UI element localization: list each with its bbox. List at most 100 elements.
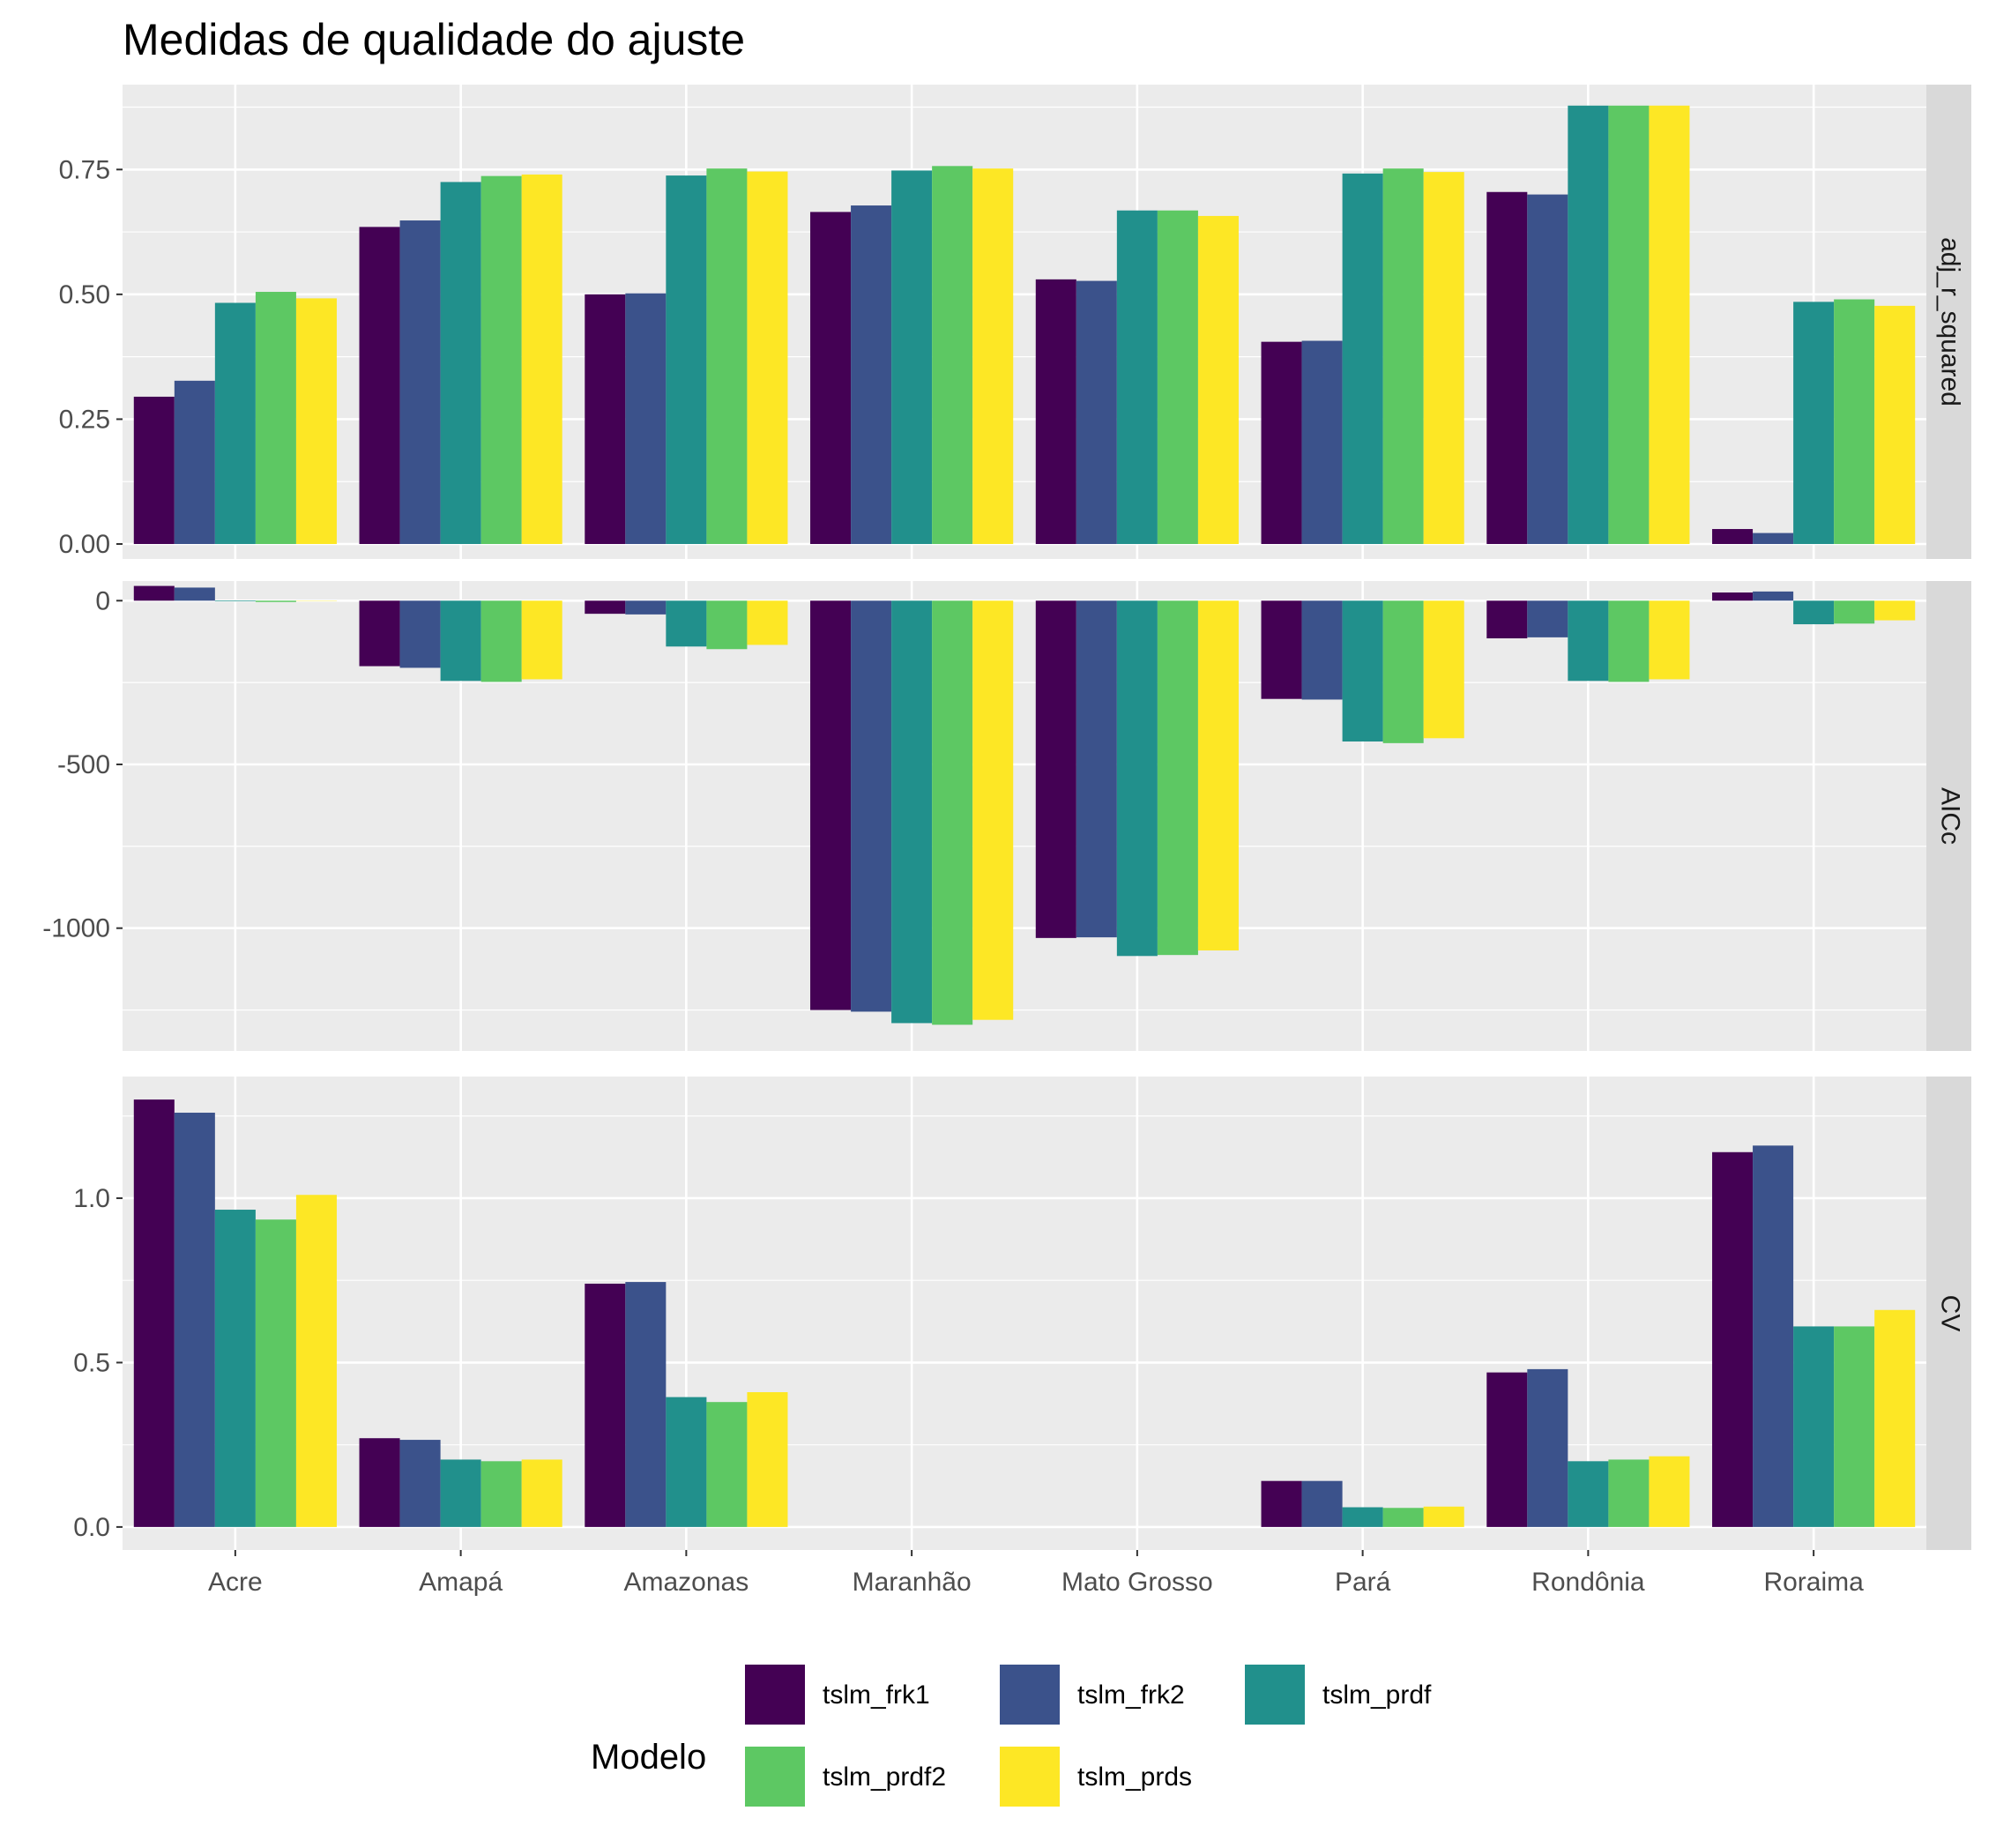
- bar-tslm-prds: [1423, 172, 1464, 545]
- bar-tslm-frk2: [174, 1113, 215, 1527]
- legend-item-tslm-frk1: tslm_frk1: [745, 1665, 930, 1725]
- bar-tslm-prdf: [891, 170, 933, 545]
- legend-item-tslm-prds: tslm_prds: [1000, 1747, 1192, 1807]
- facet-strip-label: adj_r_squared: [1936, 237, 1965, 406]
- bar-tslm-prds: [1649, 600, 1690, 680]
- bar-tslm-frk1: [1712, 529, 1754, 545]
- bar-tslm-frk1: [1486, 600, 1528, 638]
- bar-tslm-frk2: [174, 380, 215, 545]
- x-tick-label: Acre: [208, 1568, 263, 1597]
- bar-tslm-frk1: [585, 600, 626, 615]
- bar-tslm-prdf: [1342, 173, 1383, 545]
- bar-tslm-prdf: [214, 1210, 256, 1527]
- bar-tslm-prdf2: [1382, 168, 1424, 545]
- bar-tslm-prdf: [1793, 600, 1835, 625]
- bar-tslm-frk2: [1301, 340, 1343, 545]
- bar-tslm-frk2: [625, 293, 667, 545]
- bar-tslm-frk1: [1486, 1372, 1528, 1527]
- bar-tslm-frk2: [399, 220, 441, 545]
- bar-tslm-frk2: [1527, 1368, 1568, 1527]
- bar-tslm-prds: [1197, 215, 1239, 545]
- legend-key: [1000, 1665, 1060, 1725]
- bar-tslm-prdf: [440, 600, 481, 682]
- bar-tslm-prdf2: [1382, 1508, 1424, 1527]
- bar-tslm-prdf: [440, 182, 481, 545]
- x-tick-label: Roraima: [1763, 1568, 1864, 1597]
- legend-label: tslm_prdf2: [823, 1762, 946, 1792]
- bar-tslm-frk2: [1076, 280, 1117, 545]
- x-tick-label: Mato Grosso: [1061, 1568, 1213, 1597]
- bar-tslm-prds: [972, 600, 1014, 1020]
- bar-tslm-prdf: [1568, 600, 1609, 682]
- bar-tslm-prdf: [1568, 105, 1609, 545]
- bar-tslm-prdf2: [1157, 600, 1198, 956]
- bar-tslm-prdf: [1793, 302, 1835, 545]
- facet-strip-label: CV: [1936, 1295, 1965, 1332]
- bar-tslm-prdf2: [1608, 105, 1650, 545]
- panel-cv: 0.0 0.5 1.0 CV: [73, 1077, 1971, 1550]
- bar-tslm-prdf2: [1834, 1326, 1875, 1527]
- bar-tslm-prdf2: [255, 292, 296, 545]
- bar-tslm-prdf2: [1157, 210, 1198, 545]
- bar-tslm-frk2: [1753, 591, 1794, 601]
- bar-tslm-prdf2: [1382, 600, 1424, 743]
- legend: Modelo tslm_frk1 tslm_frk2 tslm_prdf tslm_p…: [591, 1665, 1432, 1807]
- bar-tslm-prdf2: [1834, 299, 1875, 545]
- bar-tslm-prdf2: [255, 1219, 296, 1527]
- bar-tslm-frk2: [1753, 1145, 1794, 1527]
- bar-tslm-frk1: [810, 212, 852, 545]
- bar-tslm-prds: [972, 168, 1014, 545]
- bar-tslm-prdf: [1116, 210, 1158, 545]
- bar-tslm-prdf2: [480, 1461, 522, 1527]
- x-tick-label: Maranhão: [853, 1568, 972, 1597]
- bar-tslm-prds: [1874, 305, 1916, 545]
- x-tick-label: Amapá: [419, 1568, 503, 1597]
- bar-tslm-prdf2: [1834, 600, 1875, 624]
- panel-adj-r-squared: 0.00 0.25 0.50 0.75 adj_r_squared: [59, 85, 1971, 559]
- bar-tslm-prds: [1649, 105, 1690, 545]
- bar-tslm-prdf2: [706, 168, 748, 545]
- y-tick-label: 0.75: [59, 155, 110, 184]
- bar-tslm-prdf2: [1608, 1459, 1650, 1527]
- y-tick-label: -1000: [42, 914, 110, 943]
- bar-tslm-prdf2: [706, 600, 748, 650]
- bar-tslm-frk1: [585, 1283, 626, 1527]
- legend-key: [745, 1665, 805, 1725]
- x-tick-label: Rondônia: [1531, 1568, 1645, 1597]
- bar-tslm-frk2: [1527, 600, 1568, 637]
- legend-key: [1000, 1747, 1060, 1807]
- bar-tslm-frk1: [1261, 341, 1302, 545]
- legend-title: Modelo: [591, 1738, 706, 1777]
- bar-tslm-prdf2: [255, 600, 296, 602]
- bar-tslm-prds: [295, 298, 337, 545]
- bar-tslm-frk2: [851, 205, 892, 545]
- facet-strip-label: AICc: [1936, 787, 1965, 845]
- chart-title: Medidas de qualidade do ajuste: [123, 15, 745, 64]
- bar-tslm-frk1: [1035, 600, 1076, 938]
- y-tick-label: 0.25: [59, 405, 110, 434]
- bar-tslm-prds: [747, 600, 788, 645]
- bar-tslm-prdf: [1342, 600, 1383, 741]
- legend-label: tslm_prdf: [1322, 1680, 1432, 1710]
- bar-tslm-frk2: [1301, 600, 1343, 700]
- bar-tslm-prdf: [1116, 600, 1158, 957]
- bar-tslm-prdf: [1568, 1461, 1609, 1527]
- bar-tslm-prdf: [214, 302, 256, 545]
- bar-tslm-prdf: [214, 600, 256, 602]
- bar-tslm-prds: [1874, 1309, 1916, 1527]
- bar-tslm-frk1: [359, 600, 400, 667]
- bar-tslm-frk1: [1712, 592, 1754, 601]
- bar-tslm-prds: [1423, 600, 1464, 739]
- y-tick-label: 0.0: [73, 1513, 110, 1542]
- bar-tslm-frk2: [1527, 194, 1568, 545]
- bar-tslm-prdf: [666, 600, 707, 647]
- bar-tslm-frk1: [1261, 1480, 1302, 1527]
- y-tick-label: -500: [57, 750, 110, 779]
- facet-strip: [1926, 581, 1971, 1051]
- bar-tslm-frk1: [359, 227, 400, 545]
- bar-tslm-prdf2: [1608, 600, 1650, 682]
- bar-tslm-prds: [521, 174, 562, 545]
- bar-tslm-prdf2: [932, 600, 973, 1025]
- legend-item-tslm-prdf2: tslm_prdf2: [745, 1747, 946, 1807]
